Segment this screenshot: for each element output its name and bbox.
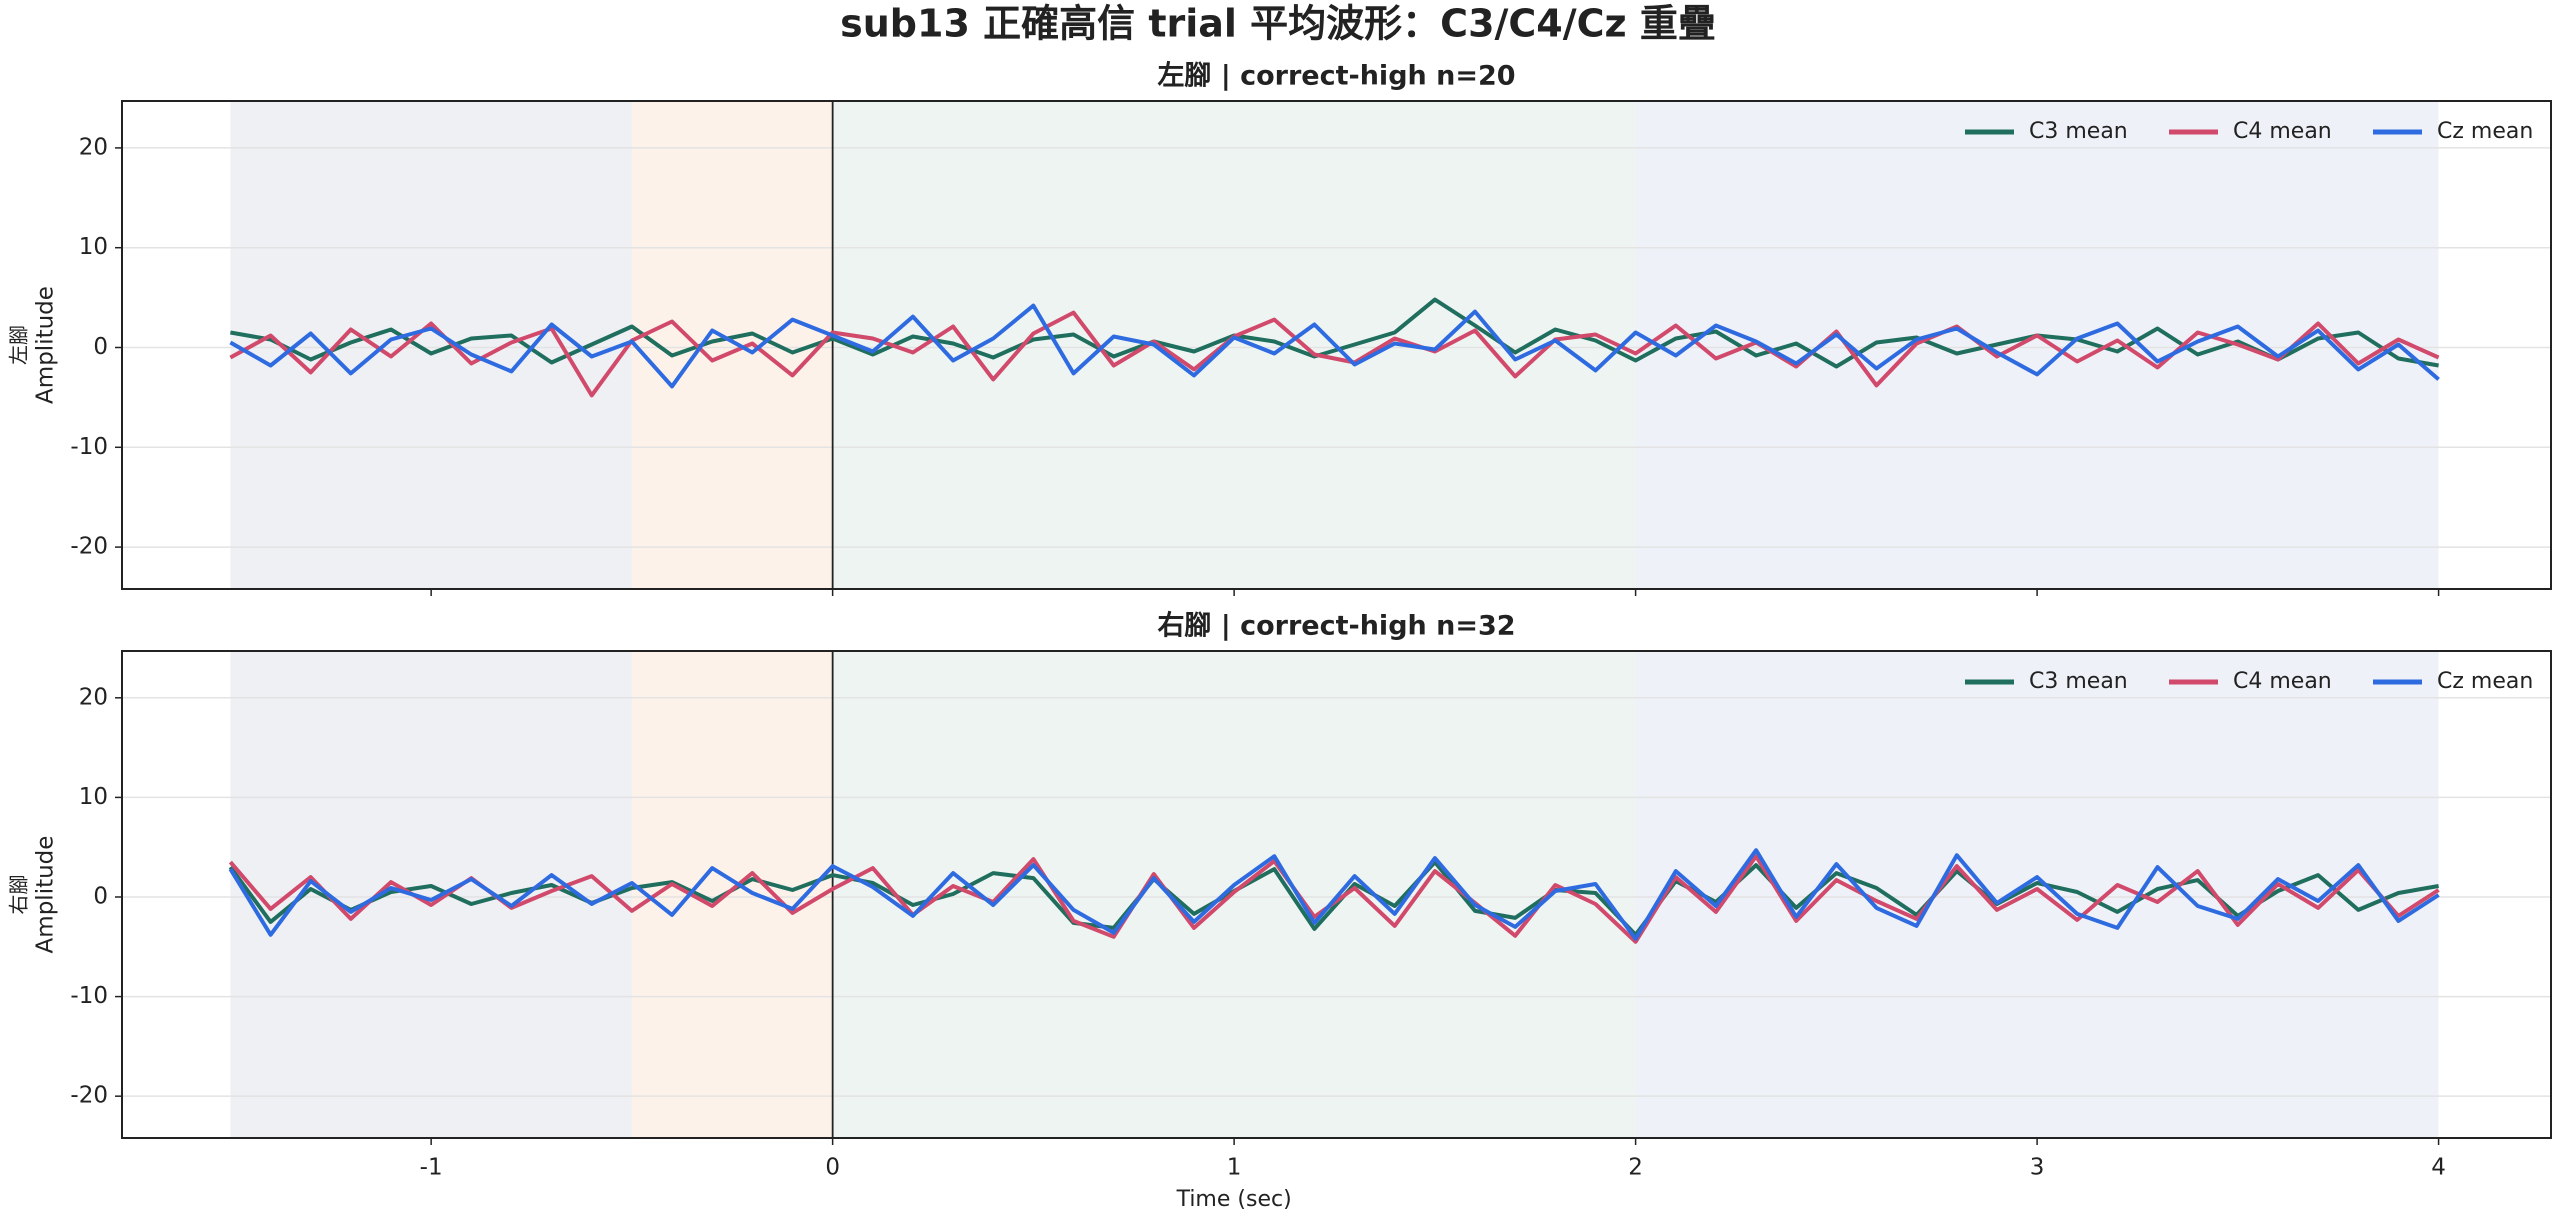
legend-label: C3 mean	[2029, 119, 2128, 144]
panel: -20 -10 0 10 20 左腳 | correct-high n=20 左腳 Ampli…	[7, 61, 2552, 596]
y-tick-label: 20	[79, 134, 108, 160]
series-line	[229, 310, 2440, 398]
y-tick-label: 10	[79, 784, 108, 810]
shaded-span	[230, 651, 632, 1138]
y-axis-label: Amplitude	[33, 836, 59, 954]
shaded-span	[1635, 101, 2439, 589]
x-tick-label: -1	[420, 1155, 443, 1181]
panel-title: 左腳 | correct-high n=20	[1157, 61, 1515, 92]
series-line	[228, 848, 2440, 941]
y-tick-label: -10	[70, 434, 108, 460]
series-line	[230, 297, 2439, 369]
shaded-span	[1635, 651, 2439, 1138]
figure-title: sub13 正確高信 trial 平均波形：C3/C4/Cz 重疊	[840, 2, 1716, 46]
x-tick-label: 0	[825, 1155, 840, 1181]
shaded-span	[631, 101, 833, 589]
plot-frame	[121, 100, 2552, 590]
y-tick-label: 0	[93, 883, 108, 909]
legend-label: Cz mean	[2437, 119, 2533, 144]
x-tick-label: 2	[1628, 1155, 1643, 1181]
y-axis-group-label: 右腳	[7, 875, 31, 915]
series-line	[229, 303, 2440, 389]
shaded-span	[230, 101, 632, 589]
legend-label: C4 mean	[2233, 119, 2332, 144]
legend-label: Cz mean	[2437, 669, 2533, 694]
y-tick-label: 0	[93, 334, 108, 360]
y-tick-label: 20	[79, 684, 108, 710]
y-tick-label: 10	[79, 234, 108, 260]
y-tick-label: -20	[70, 534, 108, 560]
y-axis-label: Amplitude	[33, 286, 59, 404]
legend-label: C4 mean	[2233, 669, 2332, 694]
x-tick-label: 4	[2431, 1155, 2446, 1181]
x-tick-label: 3	[2030, 1155, 2045, 1181]
shaded-span	[631, 651, 833, 1138]
y-axis-group-label: 左腳	[7, 325, 31, 365]
y-tick-label: -20	[70, 1083, 108, 1109]
y-tick-label: -10	[70, 983, 108, 1009]
legend-label: C3 mean	[2029, 669, 2128, 694]
x-axis-label: Time (sec)	[1176, 1187, 1292, 1212]
panel-title: 右腳 | correct-high n=32	[1157, 611, 1515, 642]
plot-frame	[121, 650, 2552, 1139]
x-tick-label: 1	[1227, 1155, 1242, 1181]
